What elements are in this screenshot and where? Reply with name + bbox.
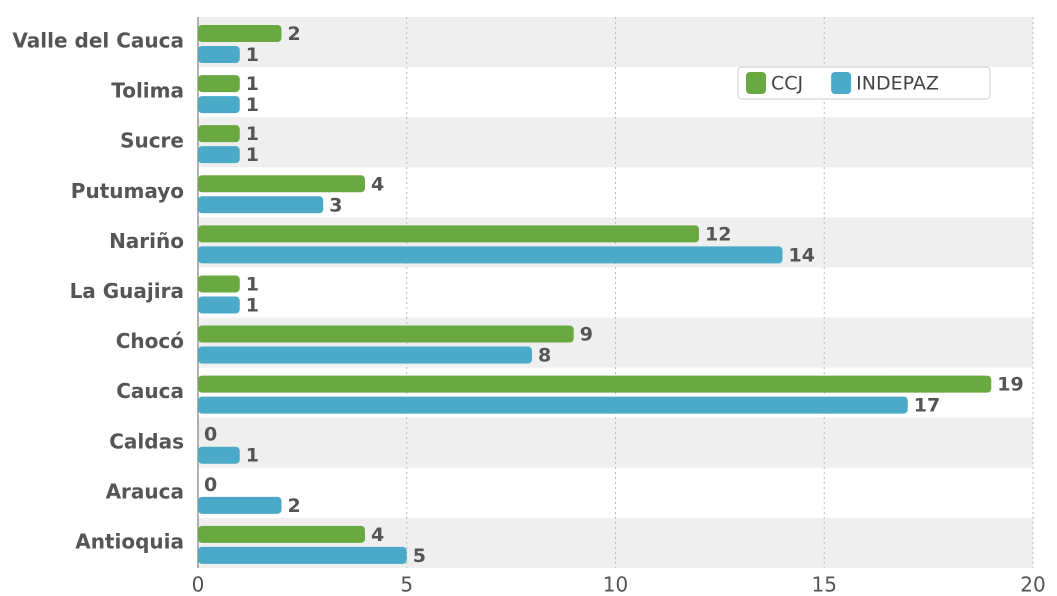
data-label: 12 xyxy=(705,223,731,245)
data-label: 17 xyxy=(914,395,940,417)
bar xyxy=(198,46,240,63)
y-tick-label: Putumayo xyxy=(71,179,184,203)
y-tick-label: Tolima xyxy=(111,79,184,103)
data-label: 4 xyxy=(371,524,384,546)
data-label: 2 xyxy=(288,23,301,45)
bar xyxy=(198,525,365,543)
y-tick-label: Valle del Cauca xyxy=(12,29,184,53)
bar xyxy=(198,196,324,214)
legend-box xyxy=(737,66,991,100)
y-tick-label: Caldas xyxy=(109,429,184,453)
bar xyxy=(198,146,240,164)
bar xyxy=(198,346,532,364)
data-label: 1 xyxy=(246,294,259,316)
legend-swatch xyxy=(746,72,766,94)
data-label: 1 xyxy=(246,44,259,66)
bar xyxy=(198,375,992,393)
legend-label: INDEPAZ xyxy=(856,73,939,95)
data-label: 1 xyxy=(246,123,259,145)
bar xyxy=(198,225,699,243)
bar xyxy=(198,446,240,464)
data-label: 0 xyxy=(204,474,217,496)
data-label: 1 xyxy=(246,273,259,295)
legend-label: CCJ xyxy=(771,73,803,95)
bar xyxy=(198,75,240,93)
bar xyxy=(198,396,908,414)
x-tick-label: 10 xyxy=(603,573,628,596)
legend-swatch xyxy=(831,72,852,94)
data-label: 1 xyxy=(246,144,259,166)
y-tick-label: Chocó xyxy=(116,329,184,353)
bar xyxy=(198,546,407,564)
y-tick-label: Sucre xyxy=(120,129,184,153)
data-label: 19 xyxy=(997,374,1023,396)
data-label: 14 xyxy=(789,244,815,266)
bar xyxy=(198,325,574,343)
bar xyxy=(198,175,365,193)
data-label: 1 xyxy=(246,94,259,116)
bar xyxy=(198,25,282,42)
x-tick-label: 5 xyxy=(400,573,413,596)
y-tick-label: Antioquia xyxy=(75,529,184,553)
legend: CCJ INDEPAZ xyxy=(737,66,991,100)
data-label: 1 xyxy=(246,73,259,95)
bar xyxy=(198,246,783,264)
bar xyxy=(198,296,240,314)
y-tick-label: Nariño xyxy=(109,229,184,253)
y-tick-label: La Guajira xyxy=(70,279,184,303)
bar xyxy=(198,275,240,293)
bar xyxy=(198,96,240,114)
data-label: 5 xyxy=(413,545,426,567)
y-tick-label: Arauca xyxy=(106,479,184,503)
bar xyxy=(198,496,282,514)
data-label: 3 xyxy=(329,194,342,216)
x-tick-label: 0 xyxy=(192,573,205,596)
data-label: 8 xyxy=(538,345,551,367)
bar xyxy=(198,125,240,143)
data-label: 2 xyxy=(288,495,301,517)
y-tick-label: Cauca xyxy=(116,379,184,403)
data-label: 9 xyxy=(580,324,593,346)
data-label: 0 xyxy=(204,424,217,446)
data-label: 4 xyxy=(371,173,384,195)
x-tick-label: 20 xyxy=(1020,573,1045,596)
data-label: 1 xyxy=(246,445,259,467)
x-tick-label: 15 xyxy=(812,573,837,596)
